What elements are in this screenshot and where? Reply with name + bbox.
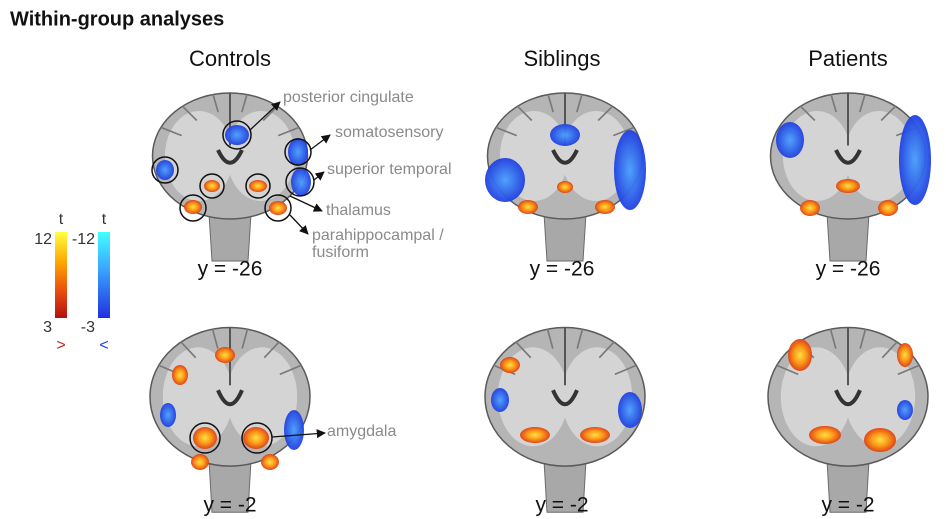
activation-blob xyxy=(243,427,269,449)
activation-blob xyxy=(193,427,217,449)
annotation: somatosensory xyxy=(335,124,444,141)
activation-blob xyxy=(191,454,209,470)
deactivation-blob xyxy=(160,403,176,427)
annotation: superior temporal xyxy=(327,161,452,178)
activation-blob xyxy=(878,200,898,216)
annotation-arrow xyxy=(314,172,324,180)
activation-blob xyxy=(172,365,188,385)
slice-label: y = -26 xyxy=(198,258,263,281)
activation-blob xyxy=(261,454,279,470)
colorbar-title: t xyxy=(59,211,64,228)
deactivation-blob xyxy=(776,122,804,158)
activation-blob xyxy=(249,180,267,192)
column-header: Patients xyxy=(808,46,888,71)
slice-label: y = -26 xyxy=(530,258,595,281)
colorbar-direction: < xyxy=(99,337,108,354)
brain-images xyxy=(150,93,931,512)
activation-blob xyxy=(518,200,538,214)
activation-blob xyxy=(520,427,550,443)
colorbar-min: -3 xyxy=(81,319,95,336)
figure: Within-group analyses Controls Siblings … xyxy=(0,0,946,519)
deactivation-blob xyxy=(618,392,642,428)
colorbar-min: 3 xyxy=(43,319,52,336)
annotation: posterior cingulate xyxy=(283,89,414,106)
deactivation-blob xyxy=(899,115,931,205)
activation-blob xyxy=(836,179,860,193)
slice-label: y = -26 xyxy=(816,258,881,281)
deactivation-blob xyxy=(550,124,580,146)
deactivation-blob xyxy=(491,388,509,412)
column-header: Siblings xyxy=(523,46,600,71)
activation-blob xyxy=(215,347,235,363)
activation-blob xyxy=(184,200,202,214)
deactivation-blob xyxy=(614,130,646,210)
colorbar-negative xyxy=(98,232,110,318)
activation-blob xyxy=(788,339,812,371)
activation-blob xyxy=(580,427,610,443)
title: Within-group analyses xyxy=(10,8,224,30)
slice-label: y = -2 xyxy=(821,494,874,517)
colorbar-max: -12 xyxy=(72,231,95,248)
activation-blob xyxy=(897,343,913,367)
annotation-arrow xyxy=(310,135,330,150)
activation-blob xyxy=(557,181,573,193)
activation-blob xyxy=(500,357,520,373)
deactivation-blob xyxy=(225,125,249,145)
deactivation-blob xyxy=(156,160,174,180)
activation-blob xyxy=(204,180,220,192)
column-header: Controls xyxy=(189,46,271,71)
deactivation-blob xyxy=(897,400,913,420)
activation-blob xyxy=(864,428,896,452)
activation-blob xyxy=(269,201,287,215)
annotation: fusiform xyxy=(312,244,369,261)
colorbar-max: 12 xyxy=(34,231,52,248)
annotation: parahippocampal / xyxy=(312,227,444,244)
colorbar-direction: > xyxy=(56,337,65,354)
annotation: amygdala xyxy=(327,423,396,440)
deactivation-blob xyxy=(485,158,525,202)
activation-blob xyxy=(809,426,841,444)
slice-label: y = -2 xyxy=(203,494,256,517)
annotation: thalamus xyxy=(326,202,391,219)
deactivation-blob xyxy=(284,410,304,450)
activation-blob xyxy=(800,200,820,216)
activation-blob xyxy=(595,200,615,214)
deactivation-blob xyxy=(288,138,308,166)
colorbar-title: t xyxy=(102,211,107,228)
colorbar-positive xyxy=(55,232,67,318)
annotation-arrow xyxy=(290,215,308,234)
deactivation-blob xyxy=(291,168,311,196)
annotation-arrow xyxy=(290,196,322,211)
slice-label: y = -2 xyxy=(535,494,588,517)
